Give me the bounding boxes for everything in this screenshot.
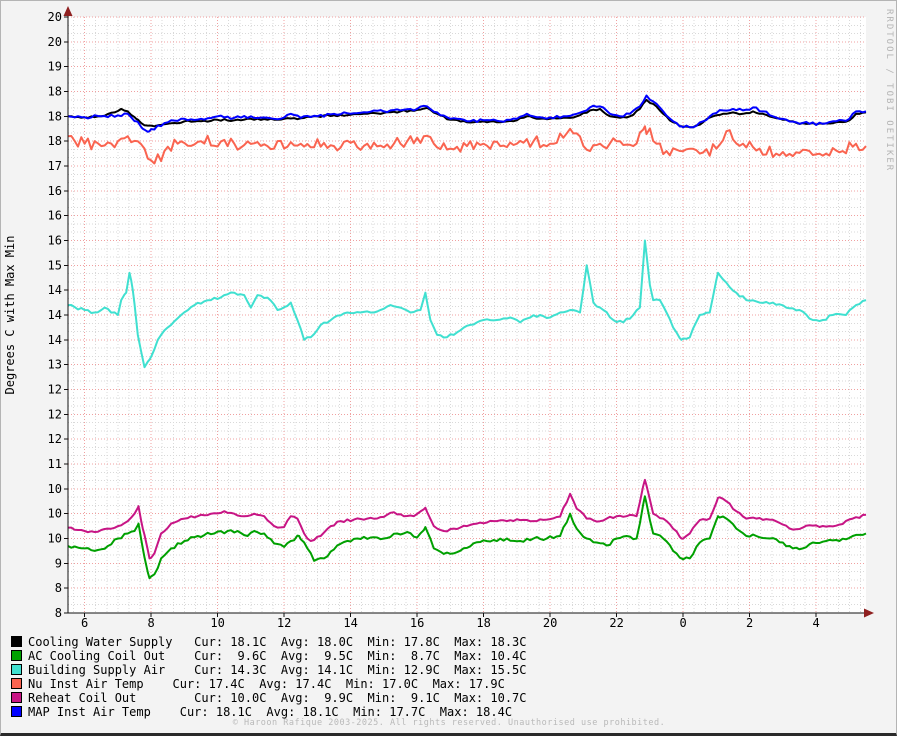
y-tick-label: 16 <box>48 209 62 223</box>
y-tick-label: 15 <box>48 258 62 272</box>
legend-row: Building Supply Air Cur: 14.3C Avg: 14.1… <box>11 663 527 677</box>
x-tick-label: 4 <box>813 616 820 630</box>
y-tick-label: 10 <box>48 507 62 521</box>
series-line-ac-cooling-coil-out <box>68 495 867 580</box>
y-tick-label: 14 <box>48 333 62 347</box>
legend-text: Cooling Water Supply Cur: 18.1C Avg: 18.… <box>28 635 527 649</box>
data-series-lines <box>68 94 867 580</box>
y-tick-label: 18 <box>48 134 62 148</box>
series-line-map-inst-air-temp <box>68 94 867 133</box>
y-tick-label: 11 <box>48 457 62 471</box>
y-tick-label: 16 <box>48 184 62 198</box>
y-tick-label: 18 <box>48 109 62 123</box>
legend-swatch <box>11 650 22 661</box>
y-axis-title: Degrees C with Max Min <box>3 236 17 395</box>
y-tick-label: 18 <box>48 85 62 99</box>
x-tick-label: 8 <box>148 616 155 630</box>
y-tick-label: 10 <box>48 482 62 496</box>
y-tick-label: 20 <box>48 10 62 24</box>
axes <box>64 9 868 617</box>
series-line-reheat-coil-out <box>68 478 867 560</box>
legend-text: AC Cooling Coil Out Cur: 9.6C Avg: 9.5C … <box>28 649 527 663</box>
x-tick-label: 12 <box>277 616 291 630</box>
y-tick-label: 17 <box>48 159 62 173</box>
legend-swatch <box>11 636 22 647</box>
y-tick-label: 13 <box>48 358 62 372</box>
copyright-line: © Haroon Rafique 2003-2025. All rights r… <box>233 718 666 728</box>
x-tick-label: 20 <box>543 616 557 630</box>
y-tick-label: 16 <box>48 234 62 248</box>
x-tick-label: 6 <box>81 616 88 630</box>
axis-arrows <box>63 6 874 618</box>
legend-text: Reheat Coil Out Cur: 10.0C Avg: 9.9C Min… <box>28 691 527 705</box>
tick-labels: 2020191818181716161615141414131212121110… <box>48 10 820 630</box>
y-tick-label: 20 <box>48 35 62 49</box>
rrdtool-watermark: RRDTOOL / TOBI OETIKER <box>884 9 894 172</box>
x-tick-label: 0 <box>680 616 687 630</box>
legend-text: Building Supply Air Cur: 14.3C Avg: 14.1… <box>28 663 527 677</box>
y-tick-label: 8 <box>55 606 62 620</box>
legend-swatch <box>11 678 22 689</box>
legend-text: MAP Inst Air Temp Cur: 18.1C Avg: 18.1C … <box>28 705 513 719</box>
x-tick-label: 18 <box>476 616 490 630</box>
y-tick-label: 12 <box>48 407 62 421</box>
y-tick-label: 14 <box>48 308 62 322</box>
legend-row: AC Cooling Coil Out Cur: 9.6C Avg: 9.5C … <box>11 649 527 663</box>
series-line-nu-inst-air-temp <box>68 125 867 165</box>
legend: Cooling Water Supply Cur: 18.1C Avg: 18.… <box>11 635 527 719</box>
y-tick-label: 9 <box>55 556 62 570</box>
x-tick-label: 10 <box>210 616 224 630</box>
y-tick-label: 14 <box>48 283 62 297</box>
series-line-cooling-water-supply <box>68 98 867 129</box>
x-tick-label: 16 <box>410 616 424 630</box>
legend-row: MAP Inst Air Temp Cur: 18.1C Avg: 18.1C … <box>11 705 527 719</box>
legend-row: Nu Inst Air Temp Cur: 17.4C Avg: 17.4C M… <box>11 677 527 691</box>
y-tick-label: 19 <box>48 60 62 74</box>
x-tick-label: 14 <box>343 616 357 630</box>
series-line-building-supply-air <box>68 239 867 369</box>
y-tick-label: 8 <box>55 581 62 595</box>
y-tick-label: 10 <box>48 532 62 546</box>
legend-row: Cooling Water Supply Cur: 18.1C Avg: 18.… <box>11 635 527 649</box>
x-tick-label: 2 <box>746 616 753 630</box>
legend-text: Nu Inst Air Temp Cur: 17.4C Avg: 17.4C M… <box>28 677 505 691</box>
y-tick-label: 12 <box>48 383 62 397</box>
legend-row: Reheat Coil Out Cur: 10.0C Avg: 9.9C Min… <box>11 691 527 705</box>
legend-swatch <box>11 664 22 675</box>
x-tick-label: 22 <box>609 616 623 630</box>
legend-swatch <box>11 706 22 717</box>
legend-swatch <box>11 692 22 703</box>
y-tick-label: 12 <box>48 432 62 446</box>
